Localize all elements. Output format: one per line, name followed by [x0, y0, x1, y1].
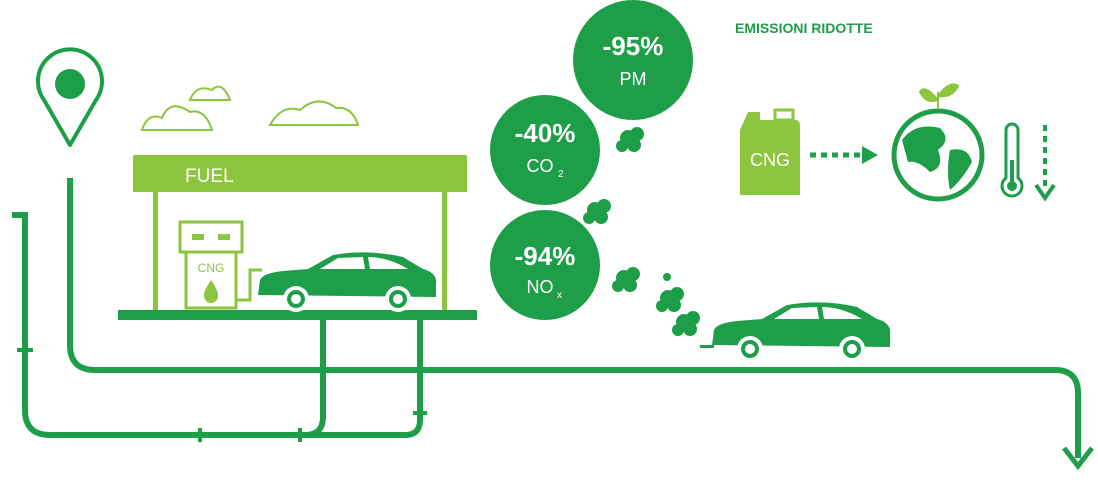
pump-label: CNG [198, 261, 225, 275]
cng-canister: CNG [740, 110, 800, 195]
reduction-value: -40% [515, 118, 576, 148]
canister-label: CNG [750, 150, 790, 170]
pollutant: NO [527, 277, 554, 297]
reduction-co2: -40% CO 2 [490, 95, 600, 205]
clouds [142, 87, 358, 130]
reduction-value: -95% [603, 31, 664, 61]
title: EMISSIONI RIDOTTE [735, 20, 873, 36]
page: {"title": "EMISSIONI RIDOTTE", "station"… [0, 0, 1098, 477]
infographic: FUEL CNG -95% PM -40% CO 2 -94% NO x [0, 0, 1098, 477]
station-sign: FUEL [185, 166, 234, 187]
smoke [583, 127, 700, 336]
location-pin [38, 49, 102, 145]
car [258, 252, 436, 312]
pollutant: CO [527, 156, 554, 176]
thermometer [1002, 124, 1022, 196]
reduction-nox: -94% NO x [490, 210, 600, 320]
reduction-value: -94% [515, 241, 576, 271]
earth [894, 84, 982, 199]
subscript: 2 [558, 169, 564, 180]
fuel-station: FUEL CNG [118, 155, 477, 320]
pollutant: PM [620, 69, 647, 89]
car [712, 302, 890, 362]
arrow [810, 146, 878, 164]
subscript: x [557, 290, 562, 301]
down-arrow [1036, 125, 1054, 198]
reduction-pm: -95% PM [573, 0, 693, 120]
